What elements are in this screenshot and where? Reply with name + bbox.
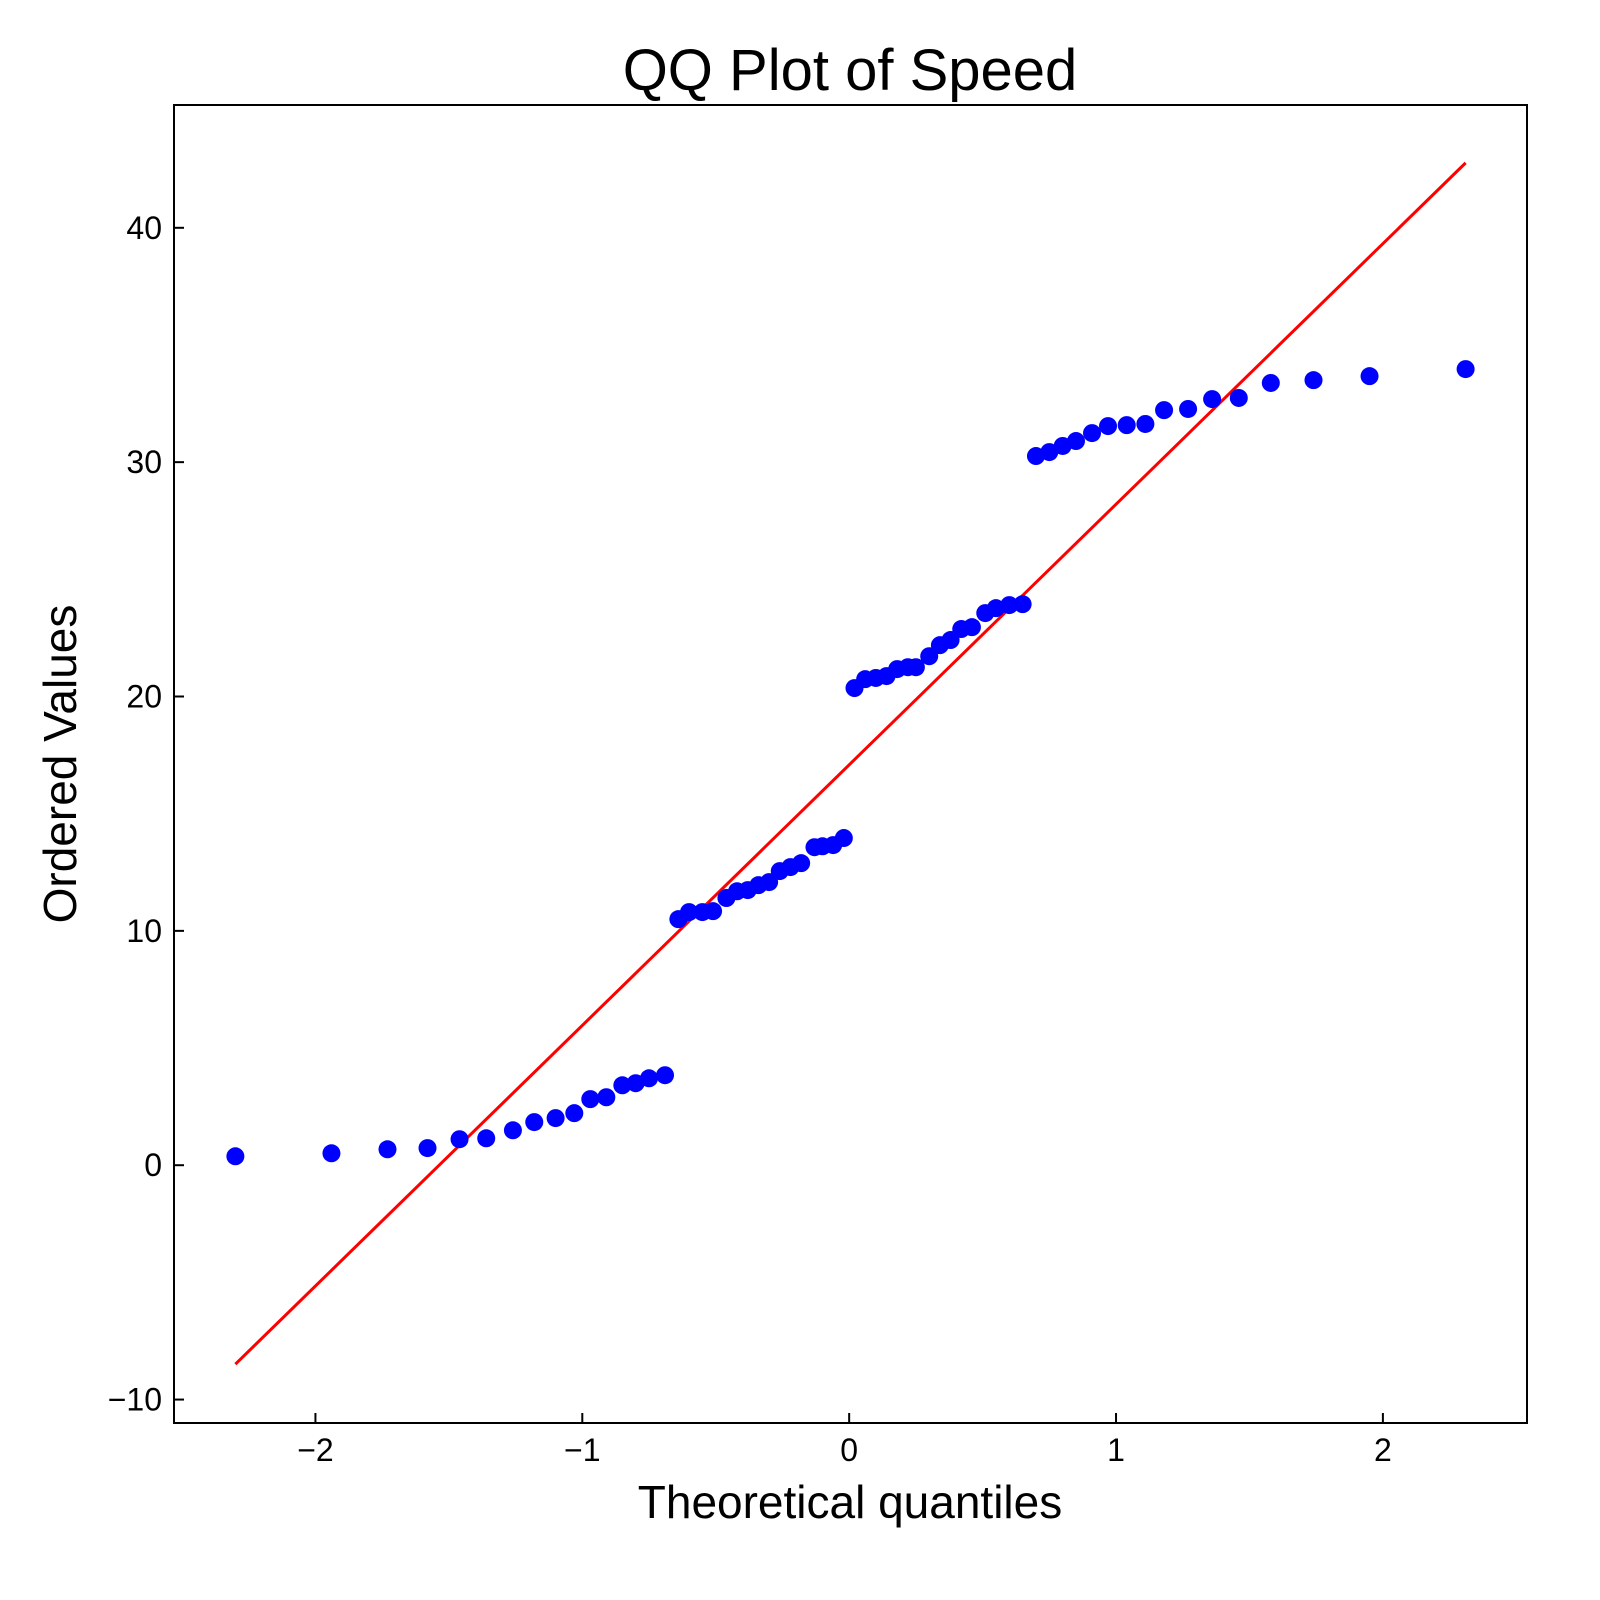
data-point [1360,367,1379,386]
data-point [680,903,699,922]
x-tick-label: −2 [297,1432,333,1468]
data-point [418,1139,437,1158]
x-tick-label: 2 [1374,1432,1392,1468]
data-point [906,658,925,677]
data-point [792,854,811,873]
data-point [378,1140,397,1159]
data-point [1179,399,1198,418]
fit-line [234,161,1467,1366]
plot-frame [173,104,1528,1424]
y-tick-label: 40 [126,210,162,246]
data-point [1155,401,1174,420]
x-axis-label: Theoretical quantiles [638,1476,1062,1528]
y-tick-label: 10 [126,913,162,949]
data-point [640,1069,659,1088]
data-point [1304,371,1323,390]
y-tick-label: −10 [108,1382,162,1418]
data-point [525,1113,544,1132]
data-point [1083,424,1102,443]
data-point [834,829,853,848]
y-tick-label: 20 [126,679,162,715]
data-point [962,618,981,637]
data-point [503,1121,522,1140]
y-tick-label: 30 [126,444,162,480]
y-axis-label: Ordered Values [34,605,86,924]
data-point [1067,432,1085,451]
data-point [1229,388,1248,407]
chart-title: QQ Plot of Speed [623,38,1078,103]
data-point [450,1130,469,1149]
y-tick-label: 0 [144,1147,162,1183]
data-point [581,1090,600,1109]
data-point [565,1104,584,1123]
x-tick-label: 0 [840,1432,858,1468]
data-point [1013,595,1032,614]
data-point [656,1066,675,1085]
data-point [597,1088,616,1107]
data-point [1456,360,1475,379]
data-point [1136,414,1155,433]
data-point [1261,373,1280,392]
x-tick-label: 1 [1107,1432,1125,1468]
data-point [613,1076,632,1095]
data-point [1099,417,1118,436]
data-point [546,1109,565,1128]
data-point [1203,390,1222,409]
data-point [704,902,723,921]
data-point [477,1129,496,1148]
x-tick-label: −1 [564,1432,600,1468]
data-point [322,1144,341,1163]
data-point [1000,596,1019,615]
data-point [226,1147,245,1166]
data-point [1117,416,1136,435]
